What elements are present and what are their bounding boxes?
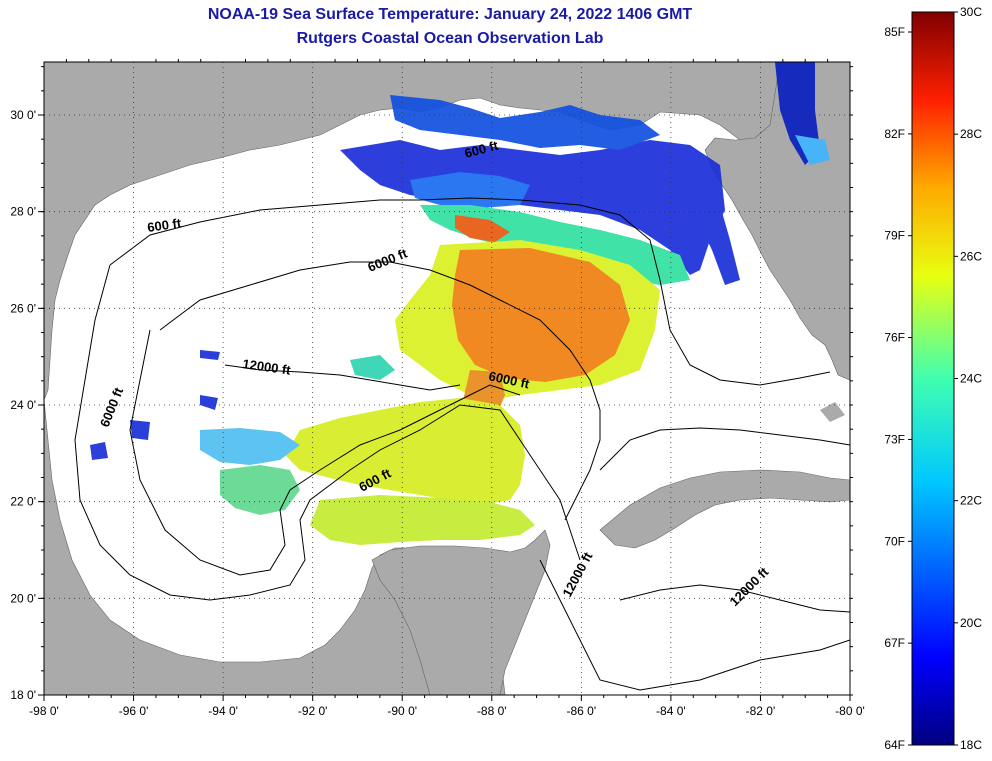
- colorbar-c-label: 24C: [960, 372, 982, 386]
- lat-tick-label: 26 0': [10, 301, 36, 315]
- colorbar-f-label: 67F: [884, 636, 905, 650]
- contour-label: 12000 ft: [242, 356, 293, 378]
- colorbar-f-label: 64F: [884, 738, 905, 752]
- lon-tick-label: -84 0': [656, 704, 686, 718]
- lat-tick-label: 30 0': [10, 108, 36, 122]
- lat-tick-label: 28 0': [10, 205, 36, 219]
- colorbar-f-label: 82F: [884, 127, 905, 141]
- lon-tick-label: -82 0': [746, 704, 776, 718]
- lon-tick-label: -98 0': [29, 704, 59, 718]
- colorbar-c-label: 26C: [960, 249, 982, 263]
- lat-tick-label: 18 0': [10, 688, 36, 702]
- colorbar-c-label: 18C: [960, 738, 982, 752]
- colorbar-f-label: 73F: [884, 432, 905, 446]
- map-title: NOAA-19 Sea Surface Temperature: January…: [207, 6, 693, 23]
- colorbar-c-label: 20C: [960, 616, 982, 630]
- lon-tick-label: -96 0': [119, 704, 149, 718]
- lon-tick-label: -80 0': [835, 704, 865, 718]
- lon-tick-label: -86 0': [567, 704, 597, 718]
- colorbar-f-label: 76F: [884, 331, 905, 345]
- colorbar-fahrenheit-scale: 85F 82F 79F 76F 73F 70F 67F 64F: [884, 25, 912, 752]
- colorbar-c-label: 22C: [960, 494, 982, 508]
- map-subtitle: Rutgers Coastal Ocean Observation Lab: [296, 30, 604, 47]
- sst-data-overlay: [90, 62, 830, 545]
- colorbar-c-label: 30C: [960, 5, 982, 19]
- lon-tick-label: -90 0': [387, 704, 417, 718]
- lon-tick-label: -94 0': [208, 704, 238, 718]
- colorbar-f-label: 70F: [884, 534, 905, 548]
- lon-tick-label: -92 0': [298, 704, 328, 718]
- colorbar: [911, 11, 955, 746]
- colorbar-f-label: 79F: [884, 229, 905, 243]
- bathymetry-contours: [74, 197, 850, 691]
- land-bahamas: [820, 402, 845, 422]
- contour-label: 600 ft: [146, 215, 182, 235]
- longitude-axis: -98 0' -96 0' -94 0' -92 0' -90 0' -88 0' -86 …: [29, 59, 865, 718]
- lon-tick-label: -88 0': [477, 704, 507, 718]
- land-yucatan: [371, 529, 551, 695]
- latitude-axis: 30 0' 28 0' 26 0' 24 0' 22 0' 20 0' 18 0': [10, 66, 853, 702]
- lat-tick-label: 24 0': [10, 398, 36, 412]
- colorbar-celsius-scale: 30C 28C 26C 24C 22C 20C 18C: [954, 5, 982, 752]
- colorbar-c-label: 28C: [960, 127, 982, 141]
- graticule-grid: [44, 62, 850, 695]
- colorbar-f-label: 85F: [884, 25, 905, 39]
- lat-tick-label: 20 0': [10, 591, 36, 605]
- lat-tick-label: 22 0': [10, 495, 36, 509]
